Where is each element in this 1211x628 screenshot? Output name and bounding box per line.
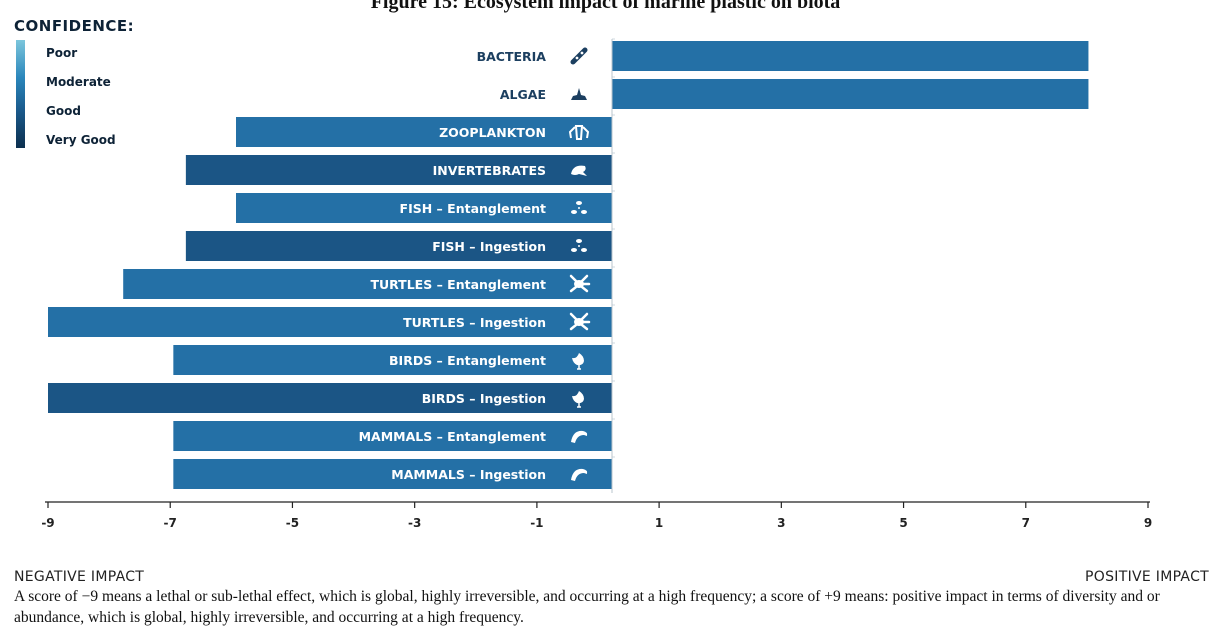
figure-caption: A score of −9 means a lethal or sub-leth…: [14, 588, 1160, 626]
bar-chart: BACTERIA ALGAE ZOOPLANKTON INVERTEBRATES FIS…: [41, 38, 1152, 530]
fish-icon: [571, 201, 587, 214]
zooplankton-icon: [568, 125, 590, 140]
category-label-birds-ingestion: BIRDS – Ingestion: [422, 391, 546, 406]
x-tick-label: 3: [777, 516, 785, 530]
bar-fish-ingestion: [185, 231, 612, 261]
category-label-mammals-ingestion: MAMMALS – Ingestion: [391, 467, 546, 482]
bar-birds-entanglement: [173, 345, 613, 375]
bar-mammals-ingestion: [173, 459, 613, 489]
invertebrates-icon: [571, 165, 587, 176]
x-tick-label: -9: [41, 516, 54, 530]
category-label-turtles-entanglement: TURTLES – Entanglement: [370, 277, 546, 292]
mammal-icon: [571, 468, 588, 481]
bar-fish-entanglement: [236, 193, 612, 223]
mammal-icon: [571, 430, 588, 443]
legend-label-good: Good: [46, 104, 81, 118]
bacteria-icon: [570, 47, 588, 65]
bird-icon: [572, 391, 584, 408]
legend-title: CONFIDENCE:: [14, 17, 135, 35]
category-label-algae: ALGAE: [500, 87, 546, 102]
x-tick-label: 1: [655, 516, 663, 530]
x-tick-label: -5: [286, 516, 299, 530]
category-label-bacteria: BACTERIA: [477, 49, 547, 64]
bar-birds-ingestion: [48, 383, 612, 413]
legend-label-moderate: Moderate: [46, 75, 111, 89]
chart-title: Figure 15: Ecosystem impact of marine pl…: [370, 0, 841, 13]
bars-layer: [48, 41, 1089, 489]
category-label-invertebrates: INVERTEBRATES: [433, 163, 546, 178]
category-label-birds-entanglement: BIRDS – Entanglement: [389, 353, 546, 368]
legend-label-very-good: Very Good: [46, 133, 116, 147]
x-axis: -9 -7 -5 -3 -1 1 3 5 7 9: [41, 38, 1152, 530]
legend-color-scale: [16, 40, 25, 148]
bar-invertebrates: [185, 155, 612, 185]
category-label-fish-ingestion: FISH – Ingestion: [432, 239, 546, 254]
x-tick-label: -3: [408, 516, 421, 530]
bar-algae: [612, 79, 1089, 109]
bar-zooplankton: [236, 117, 612, 147]
category-labels-layer: BACTERIA ALGAE ZOOPLANKTON INVERTEBRATES FIS…: [359, 49, 547, 482]
x-tick-label: -1: [530, 516, 543, 530]
category-label-fish-entanglement: FISH – Entanglement: [400, 201, 546, 216]
category-label-mammals-entanglement: MAMMALS – Entanglement: [359, 429, 546, 444]
bar-mammals-entanglement: [173, 421, 613, 451]
x-tick-label: 5: [899, 516, 907, 530]
bar-turtles-entanglement: [123, 269, 612, 299]
category-label-zooplankton: ZOOPLANKTON: [439, 125, 546, 140]
bar-bacteria: [612, 41, 1089, 71]
positive-impact-label: POSITIVE IMPACT: [1085, 569, 1209, 585]
category-label-turtles-ingestion: TURTLES – Ingestion: [403, 315, 546, 330]
bar-turtles-ingestion: [48, 307, 612, 337]
fish-icon: [571, 239, 587, 252]
x-tick-label: 9: [1144, 516, 1152, 530]
icons-layer: [568, 47, 591, 481]
negative-impact-label: NEGATIVE IMPACT: [14, 569, 145, 585]
x-tick-label: -7: [164, 516, 177, 530]
turtle-icon: [569, 274, 591, 293]
turtle-icon: [569, 312, 591, 331]
algae-icon: [571, 88, 587, 100]
legend-label-poor: Poor: [46, 46, 78, 60]
bird-icon: [572, 353, 584, 370]
x-tick-label: 7: [1022, 516, 1030, 530]
